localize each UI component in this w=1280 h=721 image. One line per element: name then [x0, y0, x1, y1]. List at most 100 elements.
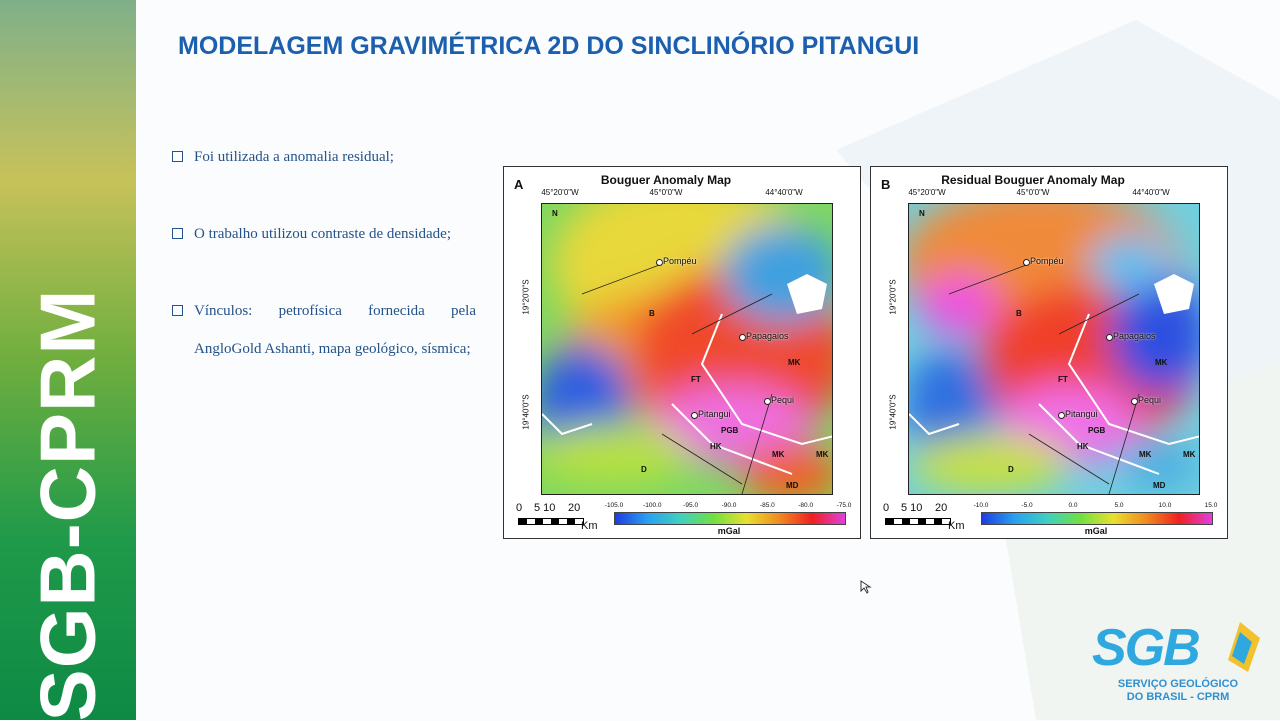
scale-label: 5 10	[901, 502, 923, 514]
gravity-map	[908, 203, 1200, 495]
colorbar-tick: -10.0	[973, 502, 989, 509]
colorbar-tick: -105.0	[604, 502, 624, 509]
lon-label: 44°40'0"W	[765, 188, 803, 197]
colorbar-tick: -100.0	[643, 502, 662, 509]
slide-title: MODELAGEM GRAVIMÉTRICA 2D DO SINCLINÓRIO…	[178, 32, 920, 60]
place-dot	[764, 398, 771, 405]
place-label: Pequi	[771, 395, 795, 405]
anomaly-blob	[919, 274, 999, 334]
map-panel: A Bouguer Anomaly Map 45°20'0"W 45°0'0"W 44°…	[503, 166, 861, 539]
profile-line	[948, 263, 1140, 494]
panel-title: Residual Bouguer Anomaly Map	[941, 173, 1125, 187]
sidebar-text: SGB-CPRM	[23, 288, 112, 721]
region-label: MK	[772, 450, 785, 459]
panel-title: Bouguer Anomaly Map	[600, 173, 732, 187]
place-dot	[1023, 259, 1030, 266]
map-panel: B Residual Bouguer Anomaly Map 45°20'0"W 45…	[870, 166, 1228, 539]
anomaly-blob	[542, 424, 692, 484]
scale-unit: Km	[948, 520, 965, 532]
anomaly-blob	[742, 444, 832, 494]
place-label: Pompéu	[663, 256, 697, 266]
logo-line: DO BRASIL - CPRM	[1126, 691, 1230, 703]
colorbar-tick: 5.0	[1114, 502, 1124, 509]
anomaly-blob	[1089, 234, 1169, 294]
panel-letter: B	[881, 177, 891, 192]
bullet: O trabalho utilizou contraste de densida…	[172, 215, 476, 253]
north-arrow: N	[919, 209, 925, 218]
lon-label: 45°20'0"W	[908, 188, 946, 197]
region-label: MK	[816, 450, 829, 459]
scale-label: 0	[883, 502, 890, 514]
region-label: D	[1008, 465, 1014, 474]
no-data	[787, 274, 827, 314]
place-dot	[739, 334, 746, 341]
colorbar-tick: 10.0	[1158, 502, 1172, 509]
region-label: MD	[786, 481, 799, 490]
profile-line	[581, 263, 773, 494]
region-label: HK	[710, 442, 722, 451]
scale-bar	[518, 518, 584, 525]
lon-label: 45°0'0"W	[1016, 188, 1050, 197]
geology-outline	[909, 313, 1199, 475]
region-label: MD	[1153, 481, 1166, 490]
logo-line: SERVIÇO GEOLÓGICO	[1117, 678, 1239, 690]
logo-mark: SGB	[1092, 619, 1201, 677]
region-label: MK	[1139, 450, 1152, 459]
region-label: PGB	[1088, 426, 1106, 435]
colorbar-tick: -80.0	[798, 502, 814, 509]
colorbar-tick: 15.0	[1204, 502, 1218, 509]
region-label: HK	[1077, 442, 1089, 451]
lat-label: 19°40'0"S	[888, 394, 898, 430]
scale-label: 20	[935, 502, 948, 514]
lon-label: 44°40'0"W	[1132, 188, 1170, 197]
scale-label: 5 10	[534, 502, 556, 514]
anomaly-blob	[909, 349, 994, 459]
colorbar-unit: mGal	[717, 526, 741, 536]
scale-label: 20	[568, 502, 581, 514]
gravity-map	[541, 203, 833, 495]
region-label: D	[641, 465, 647, 474]
region-label: B	[1016, 309, 1022, 318]
anomaly-blob	[909, 434, 1069, 494]
region-label: B	[649, 309, 655, 318]
place-label: Pompéu	[1030, 256, 1064, 266]
scale-unit: Km	[581, 520, 598, 532]
region-label: MK	[788, 358, 801, 367]
colorbar-tick: -85.0	[759, 502, 775, 509]
lon-label: 45°20'0"W	[541, 188, 579, 197]
logo-icon	[1228, 622, 1260, 672]
anomaly-blob	[652, 384, 812, 464]
colorbar	[614, 512, 846, 525]
place-label: Pitangui	[698, 409, 731, 419]
anomaly-field	[542, 204, 832, 494]
lat-label: 19°20'0"S	[521, 279, 531, 315]
bullet: Foi utilizada a anomalia residual;	[172, 138, 476, 176]
scale-bar	[885, 518, 951, 525]
lat-label: 19°20'0"S	[888, 279, 898, 315]
region-label: PGB	[721, 426, 739, 435]
place-label: Papagaios	[746, 331, 789, 341]
north-arrow: N	[552, 209, 558, 218]
region-label: FT	[1058, 375, 1068, 384]
place-dot	[656, 259, 663, 266]
colorbar-tick: -95.0	[683, 502, 699, 509]
region-label: MK	[1183, 450, 1196, 459]
logo: SGB SERVIÇO GEOLÓGICO DO BRASIL - CPRM	[1090, 619, 1270, 715]
bullet-text: O trabalho utilizou contraste de densida…	[194, 226, 451, 242]
place-dot	[1131, 398, 1138, 405]
colorbar-tick: 0.0	[1068, 502, 1078, 509]
region-label: MK	[1155, 358, 1168, 367]
colorbar-tick: -90.0	[721, 502, 737, 509]
place-label: Pitangui	[1065, 409, 1098, 419]
place-label: Pequi	[1138, 395, 1162, 405]
logo-caption: SERVIÇO GEOLÓGICO DO BRASIL - CPRM	[1108, 678, 1248, 704]
place-label: Papagaios	[1113, 331, 1156, 341]
bullet-text: Foi utilizada a anomalia residual;	[194, 149, 394, 165]
scale-label: 0	[516, 502, 523, 514]
colorbar-tick: -75.0	[836, 502, 852, 509]
region-label: FT	[691, 375, 701, 384]
place-dot	[1106, 334, 1113, 341]
lon-label: 45°0'0"W	[649, 188, 683, 197]
anomaly-blob	[1119, 434, 1199, 494]
